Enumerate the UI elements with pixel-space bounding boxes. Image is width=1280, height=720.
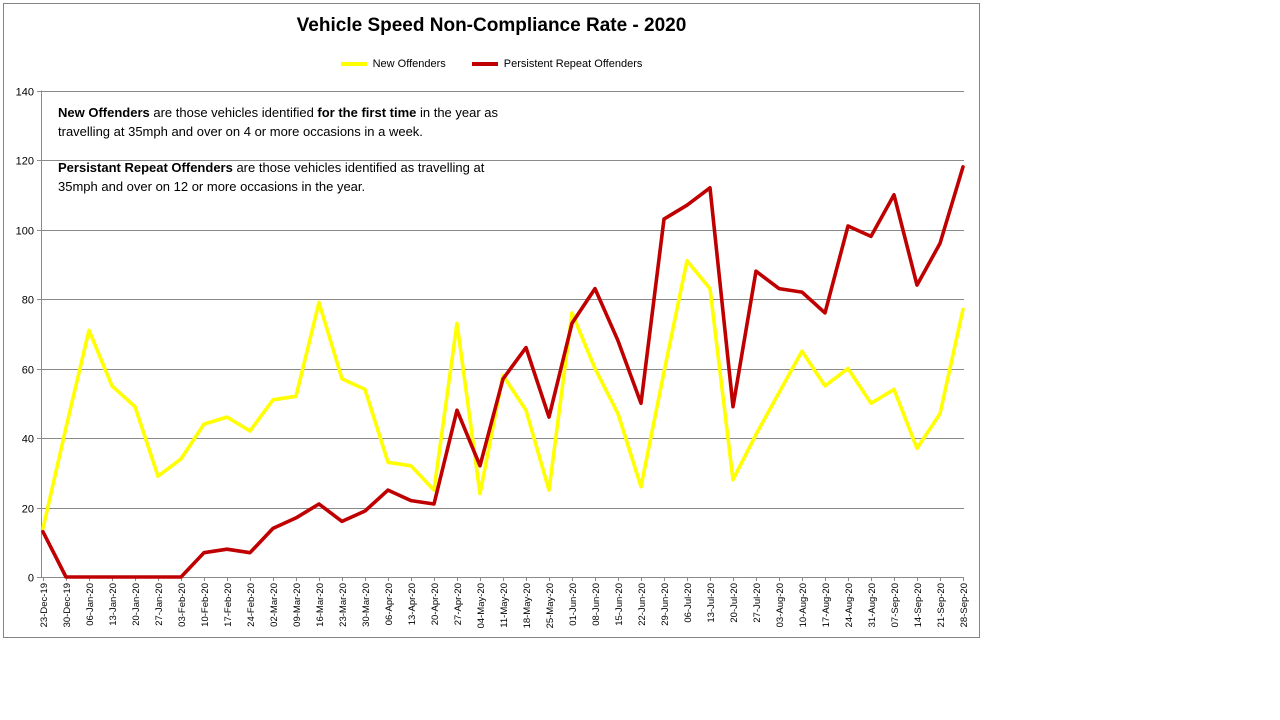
svg-text:21-Sep-20: 21-Sep-20 [936,583,947,627]
svg-text:04-May-20: 04-May-20 [476,583,487,628]
svg-text:27-Jul-20: 27-Jul-20 [752,583,763,623]
annotation-new-offenders-definition: New Offenders are those vehicles identif… [58,105,499,139]
x-axis-labels: 23-Dec-19 30-Dec-19 06-Jan-20 13-Jan-20 20-J… [39,583,970,628]
svg-text:06-Jan-20: 06-Jan-20 [85,583,96,626]
svg-text:06-Apr-20: 06-Apr-20 [384,583,395,625]
svg-text:40: 40 [22,434,34,446]
svg-text:11-May-20: 11-May-20 [499,583,510,628]
svg-text:22-Jun-20: 22-Jun-20 [637,583,648,626]
svg-text:25-May-20: 25-May-20 [545,583,556,628]
svg-text:20-Jan-20: 20-Jan-20 [131,583,142,626]
svg-text:27-Apr-20: 27-Apr-20 [453,583,464,625]
svg-text:10-Aug-20: 10-Aug-20 [798,583,809,627]
svg-text:16-Mar-20: 16-Mar-20 [315,583,326,627]
svg-text:13-Jul-20: 13-Jul-20 [706,583,717,623]
svg-text:17-Feb-20: 17-Feb-20 [223,583,234,627]
svg-text:24-Feb-20: 24-Feb-20 [246,583,257,627]
svg-text:23-Dec-19: 23-Dec-19 [39,583,50,627]
svg-text:29-Jun-20: 29-Jun-20 [660,583,671,626]
svg-text:13-Apr-20: 13-Apr-20 [407,583,418,625]
svg-text:120: 120 [16,156,34,168]
plot-area: 0 20 40 60 80 100 120 140 23-Dec-19 30-Dec-19 06-J… [16,87,970,629]
svg-text:20-Jul-20: 20-Jul-20 [729,583,740,623]
svg-text:02-Mar-20: 02-Mar-20 [269,583,280,627]
svg-text:60: 60 [22,365,34,377]
svg-text:20: 20 [22,504,34,516]
legend-line-swatch-dark-red [471,62,498,66]
y-gridlines [37,91,964,578]
legend-line-swatch-yellow [340,62,367,66]
svg-text:31-Aug-20: 31-Aug-20 [867,583,878,627]
legend-label-new-offenders: New Offenders [372,58,446,70]
svg-text:23-Mar-20: 23-Mar-20 [338,583,349,627]
svg-text:140: 140 [16,87,34,99]
svg-text:15-Jun-20: 15-Jun-20 [614,583,625,626]
svg-text:30-Dec-19: 30-Dec-19 [62,583,73,627]
svg-text:09-Mar-20: 09-Mar-20 [292,583,303,627]
svg-text:100: 100 [16,226,34,238]
legend-item-new-offenders: New Offenders [340,58,446,70]
series-line-new-offenders [41,258,965,531]
series-line-persistent-repeat-offenders [41,165,965,579]
legend-item-persistent-repeat-offenders: Persistent Repeat Offenders [471,58,643,70]
svg-text:03-Feb-20: 03-Feb-20 [177,583,188,627]
svg-text:27-Jan-20: 27-Jan-20 [154,583,165,626]
y-axis-labels: 0 20 40 60 80 100 120 140 [16,87,34,585]
svg-text:80: 80 [22,295,34,307]
svg-text:20-Apr-20: 20-Apr-20 [430,583,441,625]
chart-title: Vehicle Speed Non-Compliance Rate - 2020 [296,15,687,36]
svg-text:24-Aug-20: 24-Aug-20 [844,583,855,627]
svg-text:30-Mar-20: 30-Mar-20 [361,583,372,627]
svg-text:08-Jun-20: 08-Jun-20 [591,583,602,626]
svg-text:13-Jan-20: 13-Jan-20 [108,583,119,626]
chart-container: 0 20 40 60 80 100 120 140 23-Dec-19 30-Dec-19 06-J… [3,3,980,638]
svg-text:0: 0 [28,573,34,585]
svg-text:17-Aug-20: 17-Aug-20 [821,583,832,627]
legend: New Offenders Persistent Repeat Offender… [4,58,979,70]
svg-text:10-Feb-20: 10-Feb-20 [200,583,211,627]
annotation-persistent-repeat-offenders-definition: Persistant Repeat Offenders are those ve… [58,160,485,194]
svg-text:03-Aug-20: 03-Aug-20 [775,583,786,627]
svg-text:01-Jun-20: 01-Jun-20 [568,583,579,626]
svg-text:07-Sep-20: 07-Sep-20 [890,583,901,627]
legend-label-persistent-repeat-offenders: Persistent Repeat Offenders [503,58,643,70]
svg-text:28-Sep-20: 28-Sep-20 [959,583,970,627]
svg-text:18-May-20: 18-May-20 [522,583,533,628]
svg-text:14-Sep-20: 14-Sep-20 [913,583,924,627]
svg-text:06-Jul-20: 06-Jul-20 [683,583,694,623]
